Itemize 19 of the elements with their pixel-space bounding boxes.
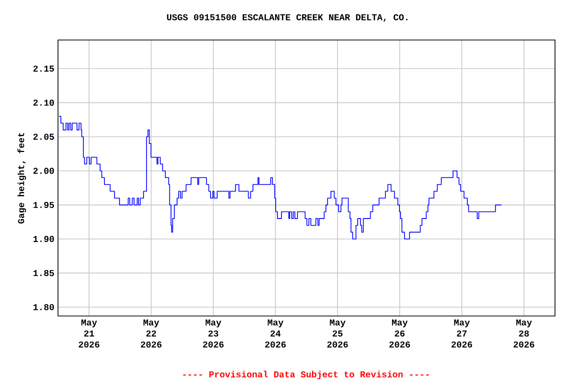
y-tick-label: 1.85 [33,270,54,276]
y-tick-label: 1.90 [33,236,54,242]
x-tick-label: May 24 2026 [265,320,286,348]
x-tick-label: May 28 2026 [514,320,534,348]
y-axis-title: Gage height, feet [17,132,26,224]
x-tick-label: May 22 2026 [140,320,162,348]
x-tick-label: May 26 2026 [389,320,410,348]
x-tick-label: May 25 2026 [327,320,348,348]
x-tick-label: May 21 2026 [78,320,100,348]
y-tick-label: 2.10 [33,100,54,106]
x-tick-label: May 23 2026 [203,320,224,348]
x-tick-label: May 27 2026 [452,320,472,348]
y-tick-label: 2.15 [33,66,54,72]
y-tick-label: 1.80 [33,304,54,310]
y-tick-label: 1.95 [33,202,54,208]
text: ---- Provisional Data Subject to Revision ---- [183,370,429,380]
chart-title: USGS 09151500 ESCALANTE CREEK NEAR DELTA, CO. [167,14,408,22]
y-tick-label: 2.05 [33,134,54,140]
y-tick-label: 2.00 [33,168,54,174]
